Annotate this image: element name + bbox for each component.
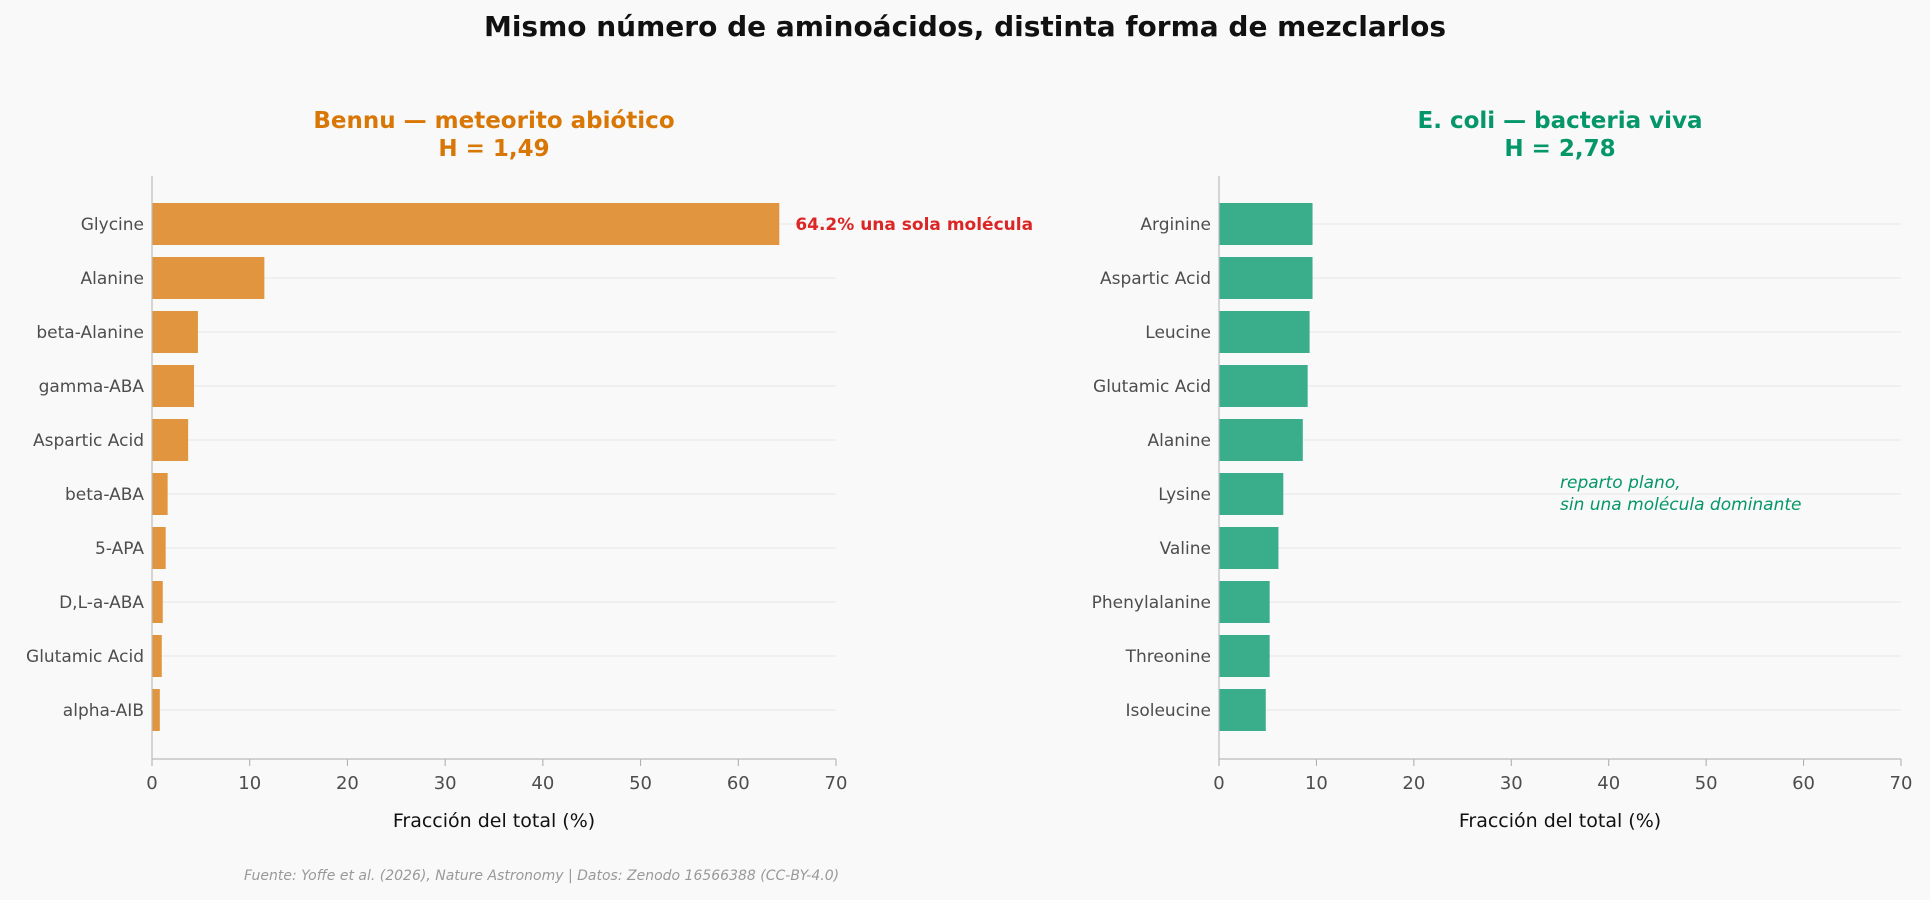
ecoli-category-label: Leucine	[1145, 323, 1211, 343]
bennu-category-label: 5-APA	[95, 539, 144, 559]
ecoli-x-tick-label: 70	[1890, 773, 1913, 794]
bennu-x-tick-label: 0	[146, 773, 157, 794]
bennu-bar	[152, 311, 198, 353]
ecoli-flat-distribution-annotation: reparto plano,	[1560, 473, 1681, 493]
ecoli-x-tick-label: 0	[1213, 773, 1224, 794]
ecoli-x-tick-label: 20	[1402, 773, 1425, 794]
bennu-bar	[152, 419, 189, 461]
bennu-panel: Bennu — meteorito abiótico H = 1,49 Glyc…	[26, 108, 1033, 832]
bennu-bar	[152, 473, 168, 515]
ecoli-category-label: Isoleucine	[1125, 701, 1211, 721]
ecoli-bar	[1219, 635, 1270, 677]
ecoli-bar	[1219, 527, 1279, 569]
bennu-bar	[152, 581, 163, 623]
ecoli-x-tick-label: 10	[1305, 773, 1328, 794]
bennu-category-label: gamma-ABA	[39, 377, 145, 397]
bennu-x-tick-label: 10	[238, 773, 261, 794]
ecoli-category-label: Valine	[1160, 539, 1211, 559]
bennu-category-label: Alanine	[80, 269, 144, 289]
ecoli-x-tick-label: 50	[1695, 773, 1718, 794]
ecoli-bar	[1219, 311, 1310, 353]
ecoli-category-label: Glutamic Acid	[1093, 377, 1211, 397]
ecoli-bar	[1219, 689, 1266, 731]
bennu-category-label: beta-ABA	[65, 485, 144, 505]
bennu-x-axis-label: Fracción del total (%)	[393, 810, 595, 832]
bennu-x-tick-label: 60	[727, 773, 750, 794]
ecoli-title: E. coli — bacteria viva	[1417, 108, 1702, 134]
bennu-bar	[152, 365, 195, 407]
ecoli-x-tick-label: 40	[1597, 773, 1620, 794]
ecoli-panel: E. coli — bacteria viva H = 2,78 Arginin…	[1092, 108, 1913, 832]
bennu-category-label: Aspartic Acid	[33, 431, 144, 451]
bennu-entropy: H = 1,49	[438, 136, 549, 162]
bennu-category-label: D,L-a-ABA	[59, 593, 144, 613]
bennu-bar	[152, 527, 166, 569]
bennu-dominance-annotation: 64.2% una sola molécula	[795, 215, 1033, 235]
figure-suptitle: Mismo número de aminoácidos, distinta fo…	[484, 10, 1446, 43]
source-footer: Fuente: Yoffe et al. (2026), Nature Astr…	[244, 868, 839, 884]
bennu-category-label: beta-Alanine	[36, 323, 144, 343]
ecoli-bar	[1219, 419, 1303, 461]
ecoli-category-label: Lysine	[1158, 485, 1211, 505]
ecoli-entropy: H = 2,78	[1504, 136, 1615, 162]
bennu-category-label: alpha-AIB	[63, 701, 144, 721]
ecoli-category-label: Phenylalanine	[1092, 593, 1211, 613]
bennu-category-label: Glycine	[81, 215, 144, 235]
ecoli-bar	[1219, 257, 1313, 299]
ecoli-category-label: Alanine	[1147, 431, 1211, 451]
bennu-x-tick-label: 30	[434, 773, 457, 794]
ecoli-bar	[1219, 473, 1284, 515]
ecoli-bar	[1219, 581, 1270, 623]
bennu-x-tick-label: 20	[336, 773, 359, 794]
bennu-x-tick-label: 50	[629, 773, 652, 794]
bennu-category-label: Glutamic Acid	[26, 647, 144, 667]
bennu-title: Bennu — meteorito abiótico	[313, 108, 674, 134]
ecoli-category-label: Arginine	[1140, 215, 1211, 235]
bennu-x-tick-label: 70	[825, 773, 848, 794]
bennu-bar	[152, 257, 265, 299]
ecoli-x-tick-label: 60	[1792, 773, 1815, 794]
bennu-x-tick-label: 40	[531, 773, 554, 794]
ecoli-flat-distribution-annotation: sin una molécula dominante	[1560, 495, 1802, 515]
bennu-bar	[152, 635, 162, 677]
bennu-bar	[152, 689, 160, 731]
ecoli-x-tick-label: 30	[1500, 773, 1523, 794]
ecoli-category-label: Aspartic Acid	[1100, 269, 1211, 289]
ecoli-category-label: Threonine	[1125, 647, 1211, 667]
ecoli-x-axis-label: Fracción del total (%)	[1459, 810, 1661, 832]
ecoli-bar	[1219, 365, 1308, 407]
ecoli-bar	[1219, 203, 1313, 245]
bennu-bar	[152, 203, 780, 245]
